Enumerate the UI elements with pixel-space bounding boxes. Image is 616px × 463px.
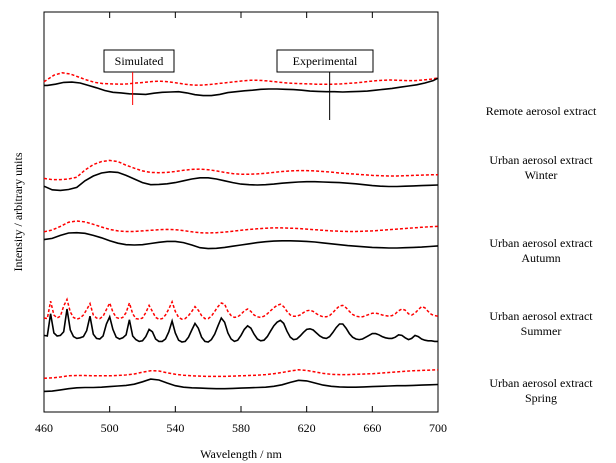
spectrum-3-simulated-line <box>43 297 439 321</box>
spectrum-label-0-line-0: Remote aerosol extract <box>485 104 597 118</box>
spectrum-label-4-line-0: Urban aerosol extract <box>489 376 593 390</box>
annotation-box-0 <box>103 49 175 73</box>
spectra-curves <box>43 72 439 393</box>
spectrum-2-simulated-line <box>43 220 439 234</box>
spectrum-label-3-line-0: Urban aerosol extract <box>489 309 593 323</box>
x-tick-label-580: 580 <box>232 421 250 435</box>
spectrum-3-experimental-line <box>43 308 438 343</box>
plot-frame <box>43 11 439 413</box>
spectrum-4-experimental-line <box>43 378 439 393</box>
spectrum-label-2-line-0: Urban aerosol extract <box>489 236 593 250</box>
x-tick-label-660: 660 <box>363 421 381 435</box>
spectrum-label-1: Urban aerosol extract Winter <box>466 153 616 183</box>
spectrum-label-3: Urban aerosol extract Summer <box>466 309 616 339</box>
y-axis-title: Intensity / arbitrary units <box>11 152 25 271</box>
x-axis-ticks <box>43 12 439 412</box>
spectrum-label-1-line-0: Urban aerosol extract <box>489 153 593 167</box>
annotation-box-1 <box>276 49 374 73</box>
spectrum-label-0: Remote aerosol extract <box>466 104 616 119</box>
spectrum-label-4-line-1: Spring <box>524 391 557 405</box>
curve-annotations: Simulated Experimental <box>103 49 374 120</box>
spectrum-2-experimental-line <box>43 231 439 250</box>
x-tick-label-500: 500 <box>101 421 119 435</box>
x-tick-label-540: 540 <box>166 421 184 435</box>
x-tick-label-460: 460 <box>35 421 53 435</box>
spectrum-0-experimental-line <box>44 77 439 97</box>
spectrum-label-4: Urban aerosol extract Spring <box>466 376 616 406</box>
spectrum-label-2-line-1: Autumn <box>521 251 561 265</box>
spectrum-1-experimental-line <box>43 170 439 192</box>
spectrum-4-simulated-line <box>43 369 439 379</box>
annotation-text-1: Experimental <box>293 54 358 68</box>
x-axis-tick-labels: 460 500 540 580 620 660 700 <box>35 421 447 435</box>
spectrum-0-simulated-line <box>43 72 439 86</box>
x-tick-label-700: 700 <box>429 421 447 435</box>
spectrum-label-2: Urban aerosol extract Autumn <box>466 236 616 266</box>
spectrum-1-simulated-line <box>43 159 438 181</box>
spectrum-label-1-line-1: Winter <box>524 168 558 182</box>
spectrum-label-3-line-1: Summer <box>520 324 562 338</box>
x-tick-label-620: 620 <box>298 421 316 435</box>
annotation-text-0: Simulated <box>115 54 164 68</box>
x-axis-title: Wavelength / nm <box>200 447 282 461</box>
